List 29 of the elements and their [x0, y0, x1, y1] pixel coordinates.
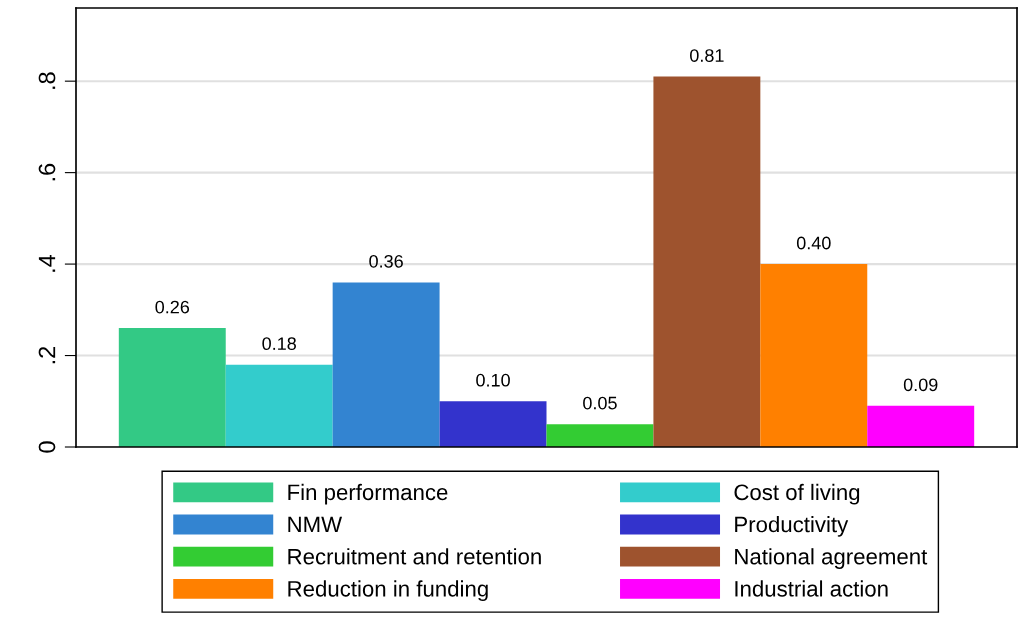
legend-label: Reduction in funding: [288, 580, 488, 602]
data-label: 0.05: [583, 396, 617, 410]
legend-label: Industrial action: [735, 580, 888, 597]
data-label: 0.81: [690, 49, 724, 62]
legend-label: NMW: [288, 516, 343, 533]
bar: [118, 328, 226, 447]
bar: [546, 424, 654, 447]
bar: [332, 282, 440, 447]
bar: [760, 264, 868, 447]
legend-label: Cost of living: [734, 483, 860, 505]
y-tick-label: .8: [38, 72, 56, 89]
bar: [867, 405, 975, 447]
legend-label: Fin performance: [288, 483, 448, 505]
bar: [439, 401, 547, 447]
bar: [225, 364, 333, 447]
data-label: 0.36: [369, 254, 403, 268]
data-label: 0.10: [476, 373, 510, 387]
data-label: 0.40: [796, 236, 831, 250]
data-label: 0.26: [155, 300, 190, 314]
legend-label: Productivity: [735, 516, 849, 537]
y-tick-label: .4: [38, 254, 56, 272]
y-tick-label: .6: [38, 163, 56, 181]
legend-label: National agreement: [735, 548, 928, 569]
y-tick-label: .2: [38, 346, 56, 364]
legend-label: Recruitment and retention: [288, 548, 541, 565]
bar: [653, 76, 761, 447]
y-tick-label: 0: [38, 441, 56, 453]
data-label: 0.09: [903, 378, 938, 392]
data-label: 0.18: [262, 337, 296, 351]
